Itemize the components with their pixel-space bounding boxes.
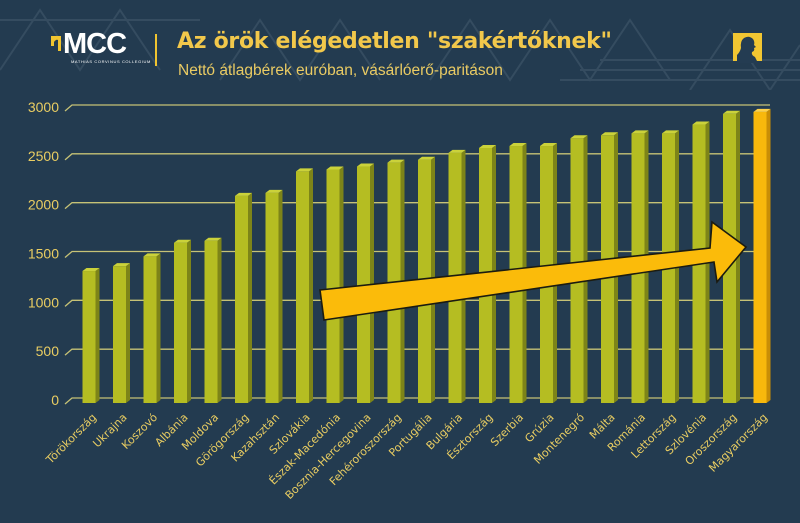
bar-top [326, 166, 344, 170]
bar-front [265, 192, 279, 403]
y-tick-label: 0 [51, 392, 59, 408]
gridline-3000 [64, 104, 770, 112]
bar-top [570, 135, 588, 139]
y-axis: 0 500 1000 1500 2000 2500 3000 [28, 99, 59, 408]
background-pattern [0, 8, 800, 90]
y-tick-label: 2000 [28, 197, 59, 213]
bar-Ukrajna [113, 263, 130, 403]
bar-Törökország [82, 268, 100, 403]
bar-top [540, 143, 557, 147]
bar-top [357, 163, 374, 167]
bar-Görögország [235, 192, 252, 403]
bar-top [113, 263, 130, 267]
bar-side [187, 239, 191, 403]
trend-arrow [319, 220, 748, 321]
bar-side [95, 268, 100, 403]
logo-mark-icon [51, 36, 61, 51]
bar-front [174, 242, 187, 403]
bar-Moldova [204, 237, 222, 403]
bar-top [418, 156, 435, 160]
bar-side [339, 166, 344, 403]
bar-Bosznia-Hercegovina [357, 163, 374, 403]
bar-side [370, 163, 374, 403]
bar-front [82, 271, 96, 403]
bar-front [235, 195, 248, 403]
bar-top [235, 192, 252, 196]
bar-front [113, 266, 126, 403]
bar-side [278, 189, 283, 403]
y-tick-label: 1500 [28, 246, 59, 262]
gridline-2000 [64, 202, 770, 210]
bar-top [82, 268, 100, 272]
bar-side [766, 108, 771, 403]
gridline-500 [64, 348, 770, 356]
portrait-silhouette-icon [733, 33, 762, 63]
header: MCC MATHIAS CORVINUS COLLEGIUM Az örök e… [0, 0, 800, 90]
bar-top [296, 168, 313, 172]
y-tick-label: 3000 [28, 99, 59, 115]
y-tick-label: 1000 [28, 294, 59, 310]
bar-side [126, 263, 130, 403]
bar-Kazahsztán [265, 189, 283, 403]
header-divider [155, 34, 157, 66]
bar-top [662, 130, 679, 134]
bar-Szlovákia [296, 168, 313, 403]
bar-side [309, 168, 313, 403]
gridlines [64, 104, 770, 405]
gridline-0 [64, 397, 770, 405]
bar-top [692, 121, 710, 125]
chart-title: Az örök elégedetlen "szakértőknek" [177, 29, 612, 54]
bar-side [217, 237, 222, 403]
x-tick-label: Szerbia [488, 411, 526, 449]
gridline-1500 [64, 250, 770, 258]
logo-subtitle: MATHIAS CORVINUS COLLEGIUM [71, 59, 151, 64]
bar-front [296, 171, 309, 403]
x-axis: TörökországUkrajnaKoszovóAlbániaMoldovaG… [43, 411, 770, 502]
bar-top [631, 130, 649, 134]
bar-Koszovó [143, 253, 161, 403]
bar-Albánia [174, 239, 191, 403]
bar-top [143, 253, 161, 257]
bar-side [248, 192, 252, 403]
bar-front [204, 240, 218, 403]
chart-subtitle: Nettó átlagbérek euróban, vásárlóerő-par… [178, 62, 503, 79]
bar-top [753, 108, 771, 112]
x-tick-label: Törökország [43, 411, 99, 467]
bar-top [265, 189, 283, 193]
y-tick-label: 2500 [28, 148, 59, 164]
bar-front [753, 111, 767, 403]
bar-top [601, 132, 618, 136]
bar-side [156, 253, 161, 403]
bar-top [723, 110, 740, 114]
bar-top [174, 239, 191, 243]
bar-top [509, 143, 527, 147]
gridline-2500 [64, 153, 770, 161]
bar-front [326, 169, 340, 403]
bar-front [143, 256, 157, 403]
gridline-1000 [64, 299, 770, 307]
arrow-shape [319, 220, 748, 321]
y-tick-label: 500 [36, 343, 60, 359]
bar-top [479, 144, 496, 148]
bar-top [448, 149, 466, 153]
bar-Észak-Macedónia [326, 166, 344, 403]
bar-top [387, 159, 405, 163]
bar-Magyarország [753, 108, 771, 403]
logo-text: MCC [63, 28, 127, 60]
bar-top [204, 237, 222, 241]
